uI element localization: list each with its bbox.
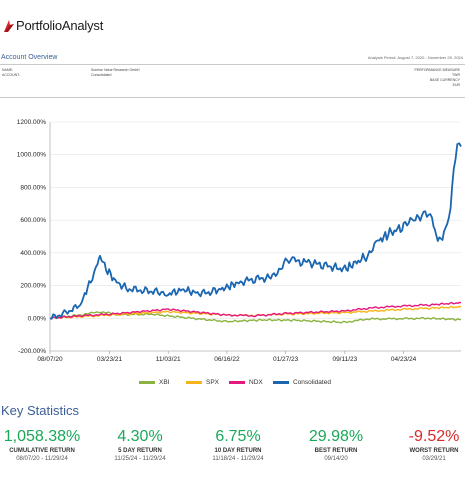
name-value: Sunrise Value Research GmbH [91,68,140,72]
analysis-period: Analysis Period: August 7, 2020 - Novemb… [367,55,463,60]
account-value: Consolidated [91,73,112,77]
divider [0,97,465,98]
brand-name: PortfolioAnalyst [16,18,104,33]
legend-item-consolidated[interactable]: Consolidated [273,379,331,386]
legend-swatch [229,381,245,384]
legend-item-spx[interactable]: SPX [186,379,219,386]
series-line-ndx [49,301,462,320]
stat-value: 29.98% [308,428,364,445]
account-overview-title: Account Overview [1,54,58,61]
stat-card: 29.98% BEST RETURN 09/14/20 [291,428,381,462]
y-tick-label: 1200.00% [17,119,46,126]
stat-card: 1,058.38% CUMULATIVE RETURN 08/07/20 - 11/… [0,428,87,462]
stat-period: 11/25/24 - 11/29/24 [114,456,166,462]
x-tick-label: 11/03/21 [156,356,181,363]
x-tick-label: 04/23/24 [391,356,417,363]
stat-value: -9.52% [408,428,460,445]
stat-label: WORST RETURN [409,448,459,454]
stat-value: 1,058.38% [3,428,81,445]
divider [0,64,465,65]
legend-label: Consolidated [293,379,331,386]
series-line-consolidated [49,142,462,320]
stat-card: 6.75% 10 DAY RETURN 11/18/24 - 11/29/24 [193,428,283,462]
performance-chart: 1200.00% 1000.00% 800.00% 600.00% 400.00% 200… [17,119,462,363]
chart-grid [49,121,461,352]
stat-card: 4.30% 5 DAY RETURN 11/25/24 - 11/29/24 [95,428,185,462]
x-tick-label: 08/07/20 [37,356,63,363]
x-tick-label: 01/27/23 [273,356,299,363]
legend-swatch [186,381,202,384]
stat-period: 09/14/20 [324,456,348,462]
x-tick-label: 06/16/22 [214,356,240,363]
currency-value: EUR [452,83,460,87]
stat-label: 10 DAY RETURN [214,448,262,454]
legend-label: NDX [249,379,263,386]
stat-label: BEST RETURN [314,448,358,454]
x-tick-label: 03/23/21 [97,356,123,363]
x-axis-ticks: 08/07/20 03/23/21 11/03/21 06/16/22 01/27/23… [37,351,417,363]
x-tick-label: 09/11/23 [332,356,357,363]
stat-card: -9.52% WORST RETURN 03/29/21 [389,428,465,462]
brand-logo: PortfolioAnalyst [3,18,103,33]
portfolioanalyst-logo-icon [4,19,14,32]
y-axis-ticks: 1200.00% 1000.00% 800.00% 600.00% 400.00% 200… [17,119,46,355]
legend-item-xbi[interactable]: XBI [139,379,169,386]
legend-label: SPX [206,379,220,386]
measure-label: PERFORMANCE MEASURE [414,68,460,72]
stat-period: 11/18/24 - 11/29/24 [212,456,264,462]
stat-value: 4.30% [117,428,163,445]
name-label: NAME: [2,68,14,72]
legend-item-ndx[interactable]: NDX [229,379,263,386]
y-tick-label: 1000.00% [17,152,46,159]
y-tick-label: -200.00% [18,348,46,355]
account-label: ACCOUNT: [2,73,20,77]
chart-series [49,142,462,324]
stat-label: CUMULATIVE RETURN [9,448,75,454]
legend-swatch [273,381,289,384]
stat-label: 5 DAY RETURN [118,448,162,454]
chart-legend: XBI SPX NDX Consolidated [0,379,465,391]
measure-value: TWR [452,73,460,77]
y-tick-label: 800.00% [20,184,46,191]
stat-period: 08/07/20 - 11/29/24 [16,456,68,462]
currency-label: BASE CURRENCY [429,78,460,82]
account-overview-bar: Account Overview Analysis Period: August… [0,54,465,64]
stat-value: 6.75% [215,428,261,445]
y-tick-label: 400.00% [20,250,46,257]
y-tick-label: 600.00% [20,217,46,224]
y-tick-label: 200.00% [20,283,46,290]
key-statistics-title: Key Statistics [1,403,80,418]
stat-period: 03/29/21 [422,456,446,462]
legend-label: XBI [159,379,170,386]
y-tick-label: 0.00% [28,315,47,322]
legend-swatch [139,381,155,384]
